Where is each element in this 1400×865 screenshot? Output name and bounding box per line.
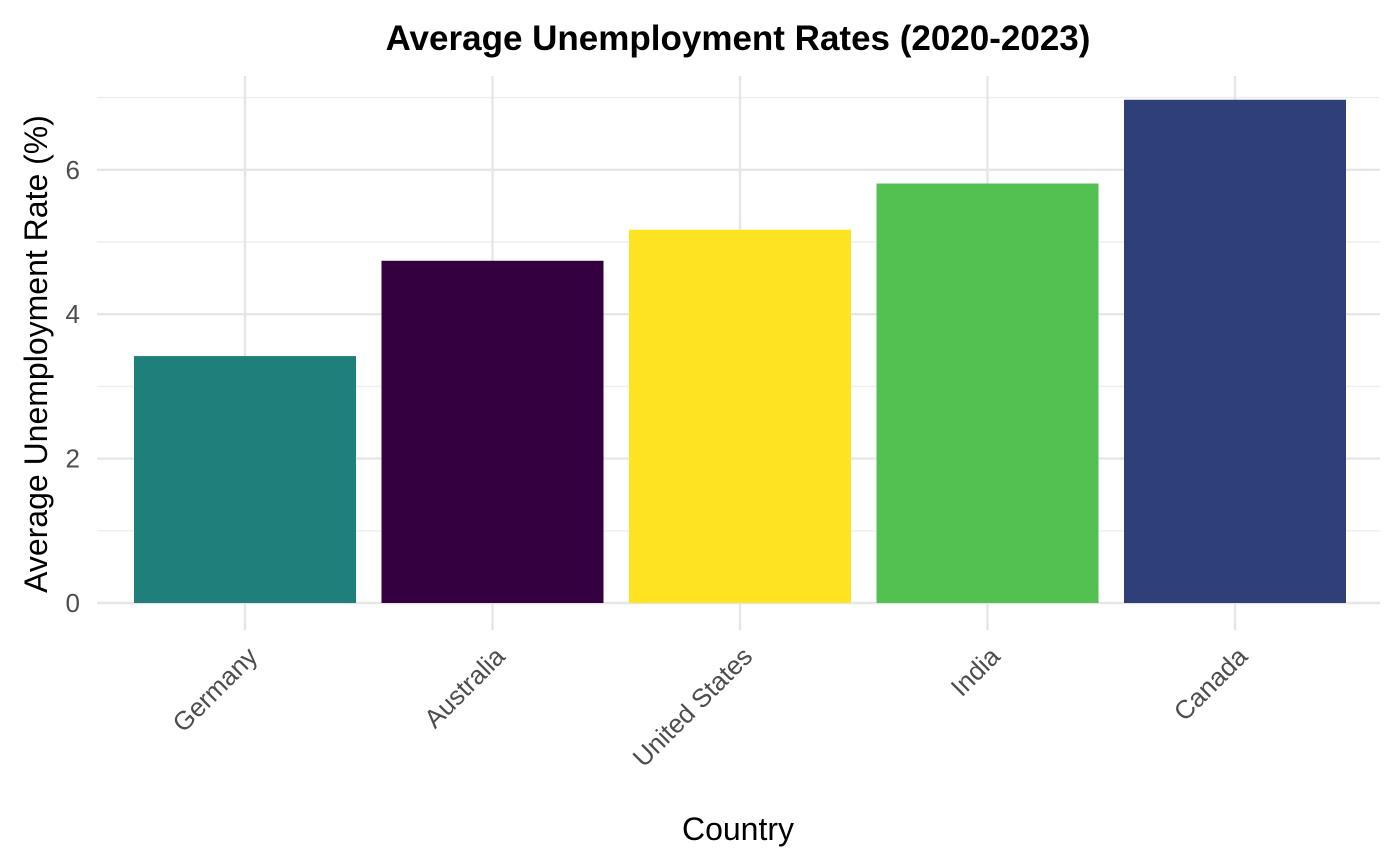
y-tick-label: 0 — [66, 588, 80, 618]
x-tick-label: India — [945, 641, 1006, 702]
bar-canada — [1124, 99, 1346, 604]
x-tick-label: Germany — [166, 641, 263, 738]
y-axis-ticks: 0 2 4 6 — [66, 155, 80, 618]
x-tick-label: United States — [627, 641, 759, 773]
chart-title: Average Unemployment Rates (2020-2023) — [386, 19, 1091, 58]
bars — [134, 99, 1346, 604]
bar-germany — [134, 356, 356, 603]
x-tick-label: Australia — [418, 641, 511, 734]
y-tick-label: 2 — [66, 444, 80, 474]
bar-united-states — [629, 229, 851, 603]
bar-australia — [381, 260, 604, 603]
bar-india — [876, 183, 1099, 603]
x-tick-label: Canada — [1168, 641, 1254, 727]
y-tick-label: 4 — [66, 299, 80, 329]
x-axis-title: Country — [682, 811, 794, 847]
y-tick-label: 6 — [66, 155, 80, 185]
x-axis-ticks: Germany Australia United States India Canada — [166, 641, 1253, 773]
y-axis-title: Average Unemployment Rate (%) — [18, 115, 54, 593]
